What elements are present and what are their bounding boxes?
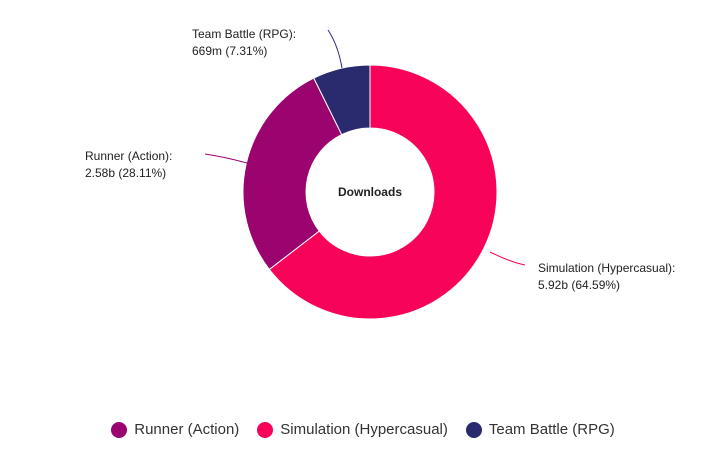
leader-line-team-battle [327,29,343,69]
legend-item-runner[interactable]: Runner (Action) [111,421,239,438]
center-label: Downloads [338,185,402,199]
legend-label-team-battle: Team Battle (RPG) [488,421,615,438]
legend-label-simulation: Simulation (Hypercasual) [280,421,448,438]
legend-item-team-battle[interactable]: Team Battle (RPG) [465,421,615,438]
legend-swatch-runner [111,421,128,438]
slice-label-value-team-battle: 669m (7.31%) [192,44,267,58]
legend-item-simulation[interactable]: Simulation (Hypercasual) [257,421,448,438]
donut-slices [242,64,498,320]
slice-label-name-simulation: Simulation (Hypercasual): [538,261,675,275]
slice-label-value-runner: 2.58b (28.11%) [85,166,166,180]
slice-runner[interactable] [242,77,343,271]
legend-label-runner: Runner (Action) [134,421,240,438]
legend: Runner (Action) Simulation (Hypercasual)… [0,421,726,438]
slice-label-value-simulation: 5.92b (64.59%) [538,278,620,292]
leader-line-runner [204,153,248,164]
legend-swatch-simulation [257,421,274,438]
slice-team-battle[interactable] [313,64,371,136]
slice-simulation[interactable] [268,64,498,320]
leader-line-simulation [489,251,526,266]
legend-swatch-team-battle [465,421,482,438]
slice-label-name-runner: Runner (Action): [85,149,172,163]
slice-label-name-team-battle: Team Battle (RPG): [192,27,296,41]
slice-labels: Simulation (Hypercasual): 5.92b (64.59%) R… [85,27,675,292]
